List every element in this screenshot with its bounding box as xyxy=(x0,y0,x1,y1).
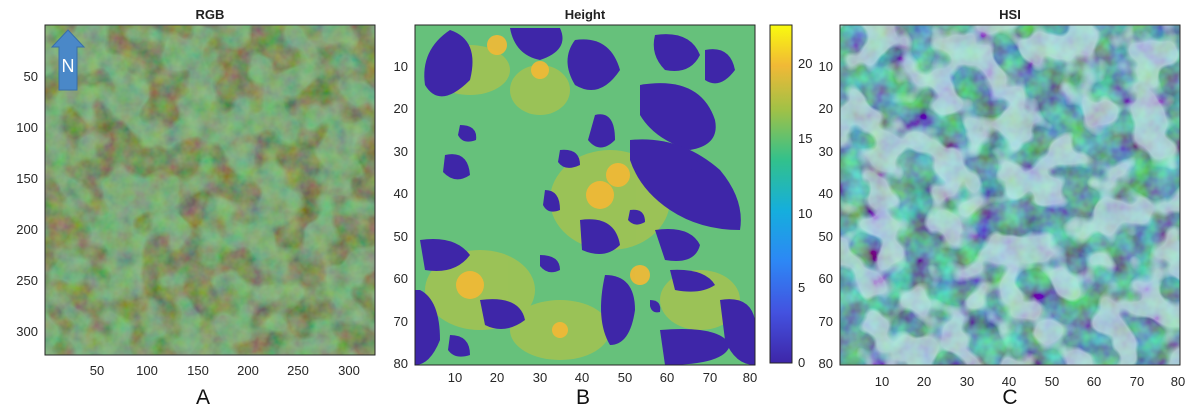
tick-label: 30 xyxy=(533,370,547,385)
tick-label: 40 xyxy=(819,186,833,201)
tick-label: 70 xyxy=(394,314,408,329)
tick-label: 30 xyxy=(394,144,408,159)
tick-label: 50 xyxy=(90,363,104,378)
tick-label: 300 xyxy=(16,324,38,339)
colorbar xyxy=(769,24,793,364)
tick-label: 40 xyxy=(1002,374,1016,389)
tick-label: 200 xyxy=(16,222,38,237)
tick-label: 50 xyxy=(819,229,833,244)
tick-label: 100 xyxy=(136,363,158,378)
tick-label: 80 xyxy=(394,356,408,371)
rgb-axes-frame xyxy=(44,24,376,356)
hsi-y-ticks: 10 20 30 40 50 60 70 80 xyxy=(819,59,833,371)
tick-label: 70 xyxy=(703,370,717,385)
tick-label: 40 xyxy=(394,186,408,201)
tick-label: 20 xyxy=(819,101,833,116)
tick-label: 150 xyxy=(16,171,38,186)
north-arrow-icon xyxy=(50,29,86,91)
tick-label: 50 xyxy=(1045,374,1059,389)
tick-label: 10 xyxy=(394,59,408,74)
colorbar-ticks: 0 5 10 15 20 xyxy=(798,56,812,370)
height-y-ticks: 10 20 30 40 50 60 70 80 xyxy=(394,59,408,371)
tick-label: 250 xyxy=(16,273,38,288)
tick-label: 50 xyxy=(24,69,38,84)
tick-label: 250 xyxy=(287,363,309,378)
panel-letter-c: C xyxy=(1002,386,1018,409)
tick-label: 20 xyxy=(490,370,504,385)
tick-label: 20 xyxy=(798,56,812,71)
height-x-ticks: 10 20 30 40 50 60 70 80 xyxy=(448,370,757,385)
tick-label: 80 xyxy=(819,356,833,371)
tick-label: 150 xyxy=(187,363,209,378)
tick-label: 50 xyxy=(394,229,408,244)
tick-label: 10 xyxy=(448,370,462,385)
rgb-y-ticks: 50 100 150 200 250 300 xyxy=(16,69,38,339)
tick-label: 15 xyxy=(798,131,812,146)
hsi-x-ticks: 10 20 30 40 50 60 70 80 xyxy=(875,374,1185,389)
tick-label: 40 xyxy=(575,370,589,385)
rgb-x-ticks: 50 100 150 200 250 300 xyxy=(90,363,360,378)
tick-label: 70 xyxy=(1130,374,1144,389)
hsi-image xyxy=(840,25,1180,365)
height-map xyxy=(415,25,755,365)
rgb-image xyxy=(45,25,375,355)
tick-label: 80 xyxy=(743,370,757,385)
tick-label: 5 xyxy=(798,280,805,295)
rgb-title: RGB xyxy=(195,7,225,22)
tick-label: 30 xyxy=(819,144,833,159)
tick-label: 300 xyxy=(338,363,360,378)
panel-letter-b: B xyxy=(575,386,590,409)
tick-label: 10 xyxy=(798,206,812,221)
hsi-axes-frame xyxy=(839,24,1181,366)
tick-label: 10 xyxy=(819,59,833,74)
tick-label: 100 xyxy=(16,120,38,135)
tick-label: 50 xyxy=(618,370,632,385)
tick-label: 0 xyxy=(798,355,805,370)
tick-label: 200 xyxy=(237,363,259,378)
tick-label: 20 xyxy=(917,374,931,389)
tick-label: 60 xyxy=(1087,374,1101,389)
north-label: N xyxy=(62,56,75,76)
hsi-title: HSI xyxy=(999,7,1021,22)
panel-letter-a: A xyxy=(195,386,210,409)
tick-label: 60 xyxy=(660,370,674,385)
tick-label: 10 xyxy=(875,374,889,389)
height-axes-frame xyxy=(414,24,756,366)
height-title: Height xyxy=(564,7,606,22)
tick-label: 70 xyxy=(819,314,833,329)
tick-label: 80 xyxy=(1171,374,1185,389)
tick-label: 20 xyxy=(394,101,408,116)
tick-label: 60 xyxy=(394,271,408,286)
tick-label: 60 xyxy=(819,271,833,286)
tick-label: 30 xyxy=(960,374,974,389)
